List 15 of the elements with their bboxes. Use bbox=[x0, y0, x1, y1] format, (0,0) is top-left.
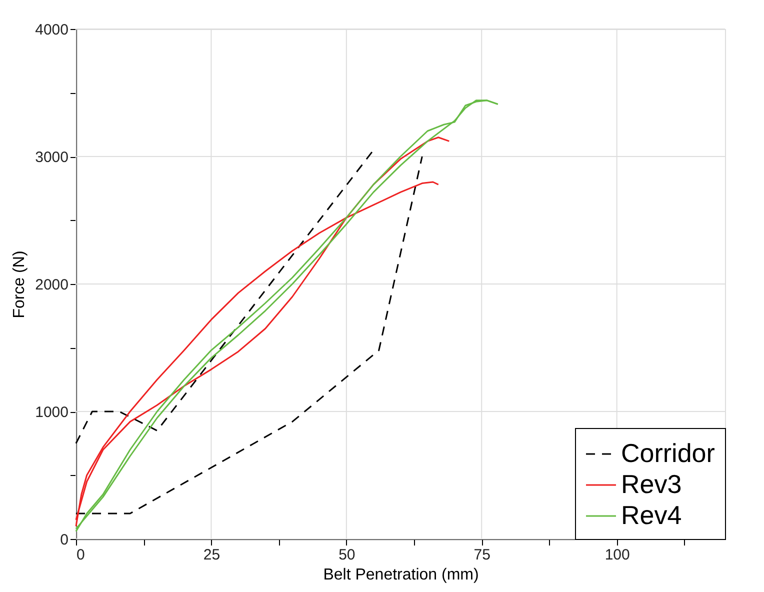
x-tick-label: 75 bbox=[474, 546, 490, 564]
y-tick-label: 3000 bbox=[35, 149, 68, 166]
x-tick-label: 25 bbox=[203, 546, 220, 564]
legend-label: Corridor bbox=[621, 438, 716, 468]
legend-label: Rev4 bbox=[621, 500, 682, 530]
y-tick-label: 1000 bbox=[35, 404, 68, 421]
x-tick-label: 100 bbox=[604, 546, 630, 564]
x-tick-label: 50 bbox=[338, 546, 356, 564]
y-tick-label: 4000 bbox=[35, 22, 68, 38]
y-tick-label: 2000 bbox=[35, 276, 68, 294]
legend-label: Rev3 bbox=[621, 469, 682, 499]
y-tick-label: 0 bbox=[60, 532, 68, 548]
y-axis-title: Force (N) bbox=[11, 250, 28, 318]
x-axis-title: Belt Penetration (mm) bbox=[323, 566, 479, 584]
x-tick-label: 0 bbox=[76, 546, 85, 564]
